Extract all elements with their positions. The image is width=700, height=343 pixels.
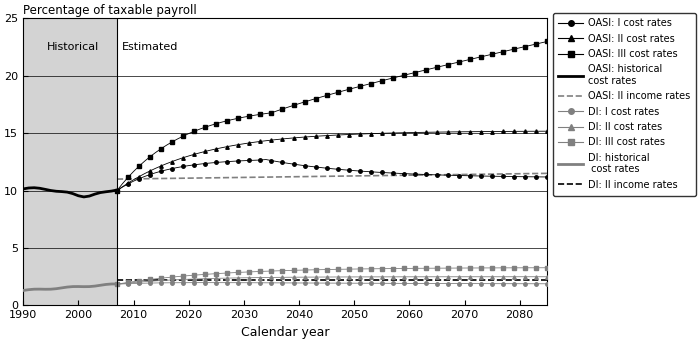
Bar	[23, 18, 117, 305]
Legend: OASI: I cost rates, OASI: II cost rates, OASI: III cost rates, OASI: historical
: OASI: I cost rates, OASI: II cost rates,…	[552, 13, 696, 196]
Text: Percentage of taxable payroll: Percentage of taxable payroll	[23, 4, 197, 17]
X-axis label: Calendar year: Calendar year	[241, 326, 330, 339]
Bar	[117, 18, 547, 305]
Text: Estimated: Estimated	[122, 42, 178, 52]
Text: Historical: Historical	[47, 42, 99, 52]
